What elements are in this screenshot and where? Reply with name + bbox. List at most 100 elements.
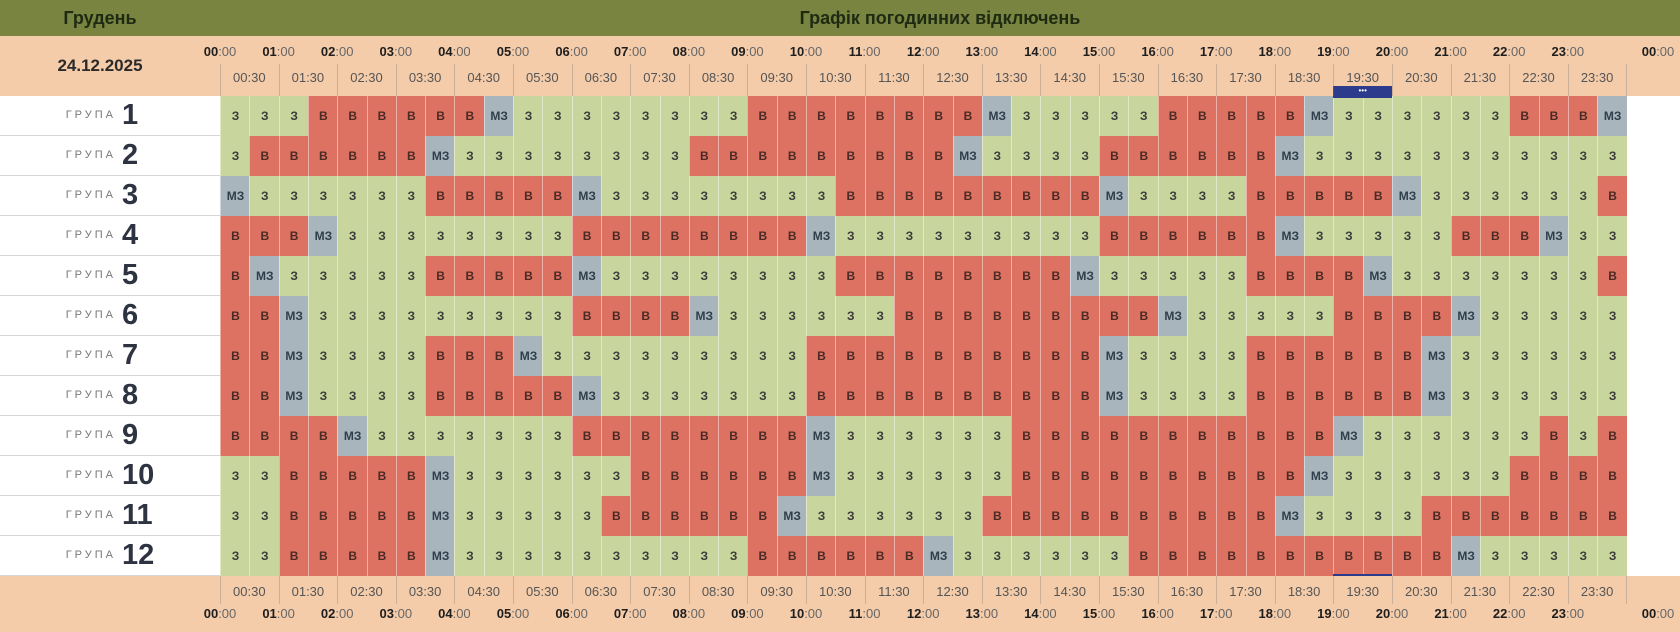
slot-cell[interactable]: В <box>483 176 514 216</box>
slot-cell[interactable]: В <box>923 296 954 336</box>
slot-cell[interactable]: МЗ <box>425 136 456 176</box>
slot-cell[interactable]: В <box>776 96 807 136</box>
slot-cell[interactable]: З <box>366 416 397 456</box>
slot-cell[interactable]: З <box>278 256 309 296</box>
slot-cell[interactable]: З <box>718 176 749 216</box>
slot-cell[interactable]: В <box>278 136 309 176</box>
slot-cell[interactable]: З <box>835 496 866 536</box>
slot-cell[interactable]: З <box>1509 176 1540 216</box>
slot-cell[interactable]: З <box>1392 96 1422 136</box>
slot-cell[interactable]: МЗ <box>1099 376 1129 416</box>
slot-cell[interactable]: В <box>1597 176 1628 216</box>
slot-cell[interactable]: В <box>747 136 778 176</box>
slot-cell[interactable]: В <box>1362 176 1393 216</box>
slot-cell[interactable]: В <box>981 376 1012 416</box>
slot-cell[interactable]: В <box>1157 216 1188 256</box>
slot-cell[interactable]: В <box>307 96 338 136</box>
slot-cell[interactable]: В <box>1304 376 1335 416</box>
slot-cell[interactable]: В <box>1509 216 1540 256</box>
slot-cell[interactable]: В <box>1128 416 1159 456</box>
slot-cell[interactable]: В <box>1333 256 1364 296</box>
slot-cell[interactable]: З <box>395 296 426 336</box>
slot-cell[interactable]: З <box>220 496 250 536</box>
slot-cell[interactable]: З <box>1099 256 1129 296</box>
slot-cell[interactable]: В <box>395 496 426 536</box>
slot-cell[interactable]: В <box>1421 296 1452 336</box>
slot-cell[interactable]: В <box>1186 536 1217 576</box>
slot-cell[interactable]: З <box>220 456 250 496</box>
slot-cell[interactable]: В <box>835 256 866 296</box>
slot-cell[interactable]: З <box>366 296 397 336</box>
slot-cell[interactable]: В <box>1245 176 1276 216</box>
slot-cell[interactable]: В <box>220 416 250 456</box>
slot-cell[interactable]: В <box>1216 536 1247 576</box>
slot-cell[interactable]: З <box>1069 216 1100 256</box>
slot-cell[interactable]: МЗ <box>278 296 309 336</box>
slot-cell[interactable]: В <box>1040 336 1071 376</box>
slot-cell[interactable]: В <box>981 176 1012 216</box>
slot-cell[interactable]: З <box>600 176 631 216</box>
slot-cell[interactable]: З <box>1069 536 1100 576</box>
slot-cell[interactable]: В <box>776 536 807 576</box>
slot-cell[interactable]: МЗ <box>1333 416 1364 456</box>
slot-cell[interactable]: З <box>1392 496 1422 536</box>
slot-cell[interactable]: З <box>1392 216 1422 256</box>
slot-cell[interactable]: В <box>1216 216 1247 256</box>
slot-cell[interactable]: В <box>1274 456 1305 496</box>
slot-cell[interactable]: В <box>542 176 573 216</box>
slot-cell[interactable]: З <box>630 256 661 296</box>
slot-cell[interactable]: З <box>542 136 573 176</box>
slot-cell[interactable]: З <box>630 376 661 416</box>
slot-cell[interactable]: В <box>307 456 338 496</box>
slot-cell[interactable]: В <box>1040 296 1071 336</box>
slot-cell[interactable]: З <box>1333 216 1364 256</box>
slot-cell[interactable]: МЗ <box>1099 176 1129 216</box>
slot-cell[interactable]: З <box>1362 216 1393 256</box>
slot-cell[interactable]: В <box>864 136 895 176</box>
slot-cell[interactable]: В <box>1040 416 1071 456</box>
slot-cell[interactable]: В <box>1157 496 1188 536</box>
slot-cell[interactable]: В <box>1362 536 1393 576</box>
slot-cell[interactable]: В <box>688 416 719 456</box>
slot-cell[interactable]: З <box>600 256 631 296</box>
slot-cell[interactable]: В <box>395 96 426 136</box>
slot-cell[interactable]: З <box>220 96 250 136</box>
slot-cell[interactable]: З <box>571 536 602 576</box>
slot-cell[interactable]: В <box>1186 456 1217 496</box>
slot-cell[interactable]: З <box>747 256 778 296</box>
slot-cell[interactable]: З <box>483 496 514 536</box>
slot-cell[interactable]: В <box>1157 136 1188 176</box>
slot-cell[interactable]: З <box>307 296 338 336</box>
slot-cell[interactable]: В <box>923 176 954 216</box>
slot-cell[interactable]: З <box>1450 256 1481 296</box>
slot-cell[interactable]: З <box>1216 336 1247 376</box>
slot-cell[interactable]: МЗ <box>513 336 543 376</box>
slot-cell[interactable]: З <box>630 536 661 576</box>
slot-cell[interactable]: МЗ <box>425 456 456 496</box>
slot-cell[interactable]: В <box>952 256 983 296</box>
slot-cell[interactable]: В <box>1597 456 1628 496</box>
slot-cell[interactable]: З <box>1392 256 1422 296</box>
slot-cell[interactable]: В <box>1011 496 1042 536</box>
slot-cell[interactable]: В <box>1304 336 1335 376</box>
slot-cell[interactable]: В <box>454 376 485 416</box>
slot-cell[interactable]: В <box>1128 456 1159 496</box>
slot-cell[interactable]: З <box>1538 376 1569 416</box>
slot-cell[interactable]: З <box>1333 136 1364 176</box>
slot-cell[interactable]: В <box>835 96 866 136</box>
slot-cell[interactable]: МЗ <box>278 376 309 416</box>
slot-cell[interactable]: В <box>630 216 661 256</box>
slot-cell[interactable]: З <box>718 296 749 336</box>
slot-cell[interactable]: В <box>806 96 836 136</box>
slot-cell[interactable]: З <box>1450 176 1481 216</box>
slot-cell[interactable]: З <box>1186 336 1217 376</box>
slot-cell[interactable]: В <box>1333 296 1364 336</box>
slot-cell[interactable]: В <box>835 176 866 216</box>
slot-cell[interactable]: З <box>1509 136 1540 176</box>
slot-cell[interactable]: З <box>688 536 719 576</box>
slot-cell[interactable]: В <box>307 416 338 456</box>
slot-cell[interactable]: З <box>513 536 543 576</box>
slot-cell[interactable]: В <box>1392 536 1422 576</box>
slot-cell[interactable]: З <box>1479 96 1510 136</box>
slot-cell[interactable]: З <box>600 376 631 416</box>
